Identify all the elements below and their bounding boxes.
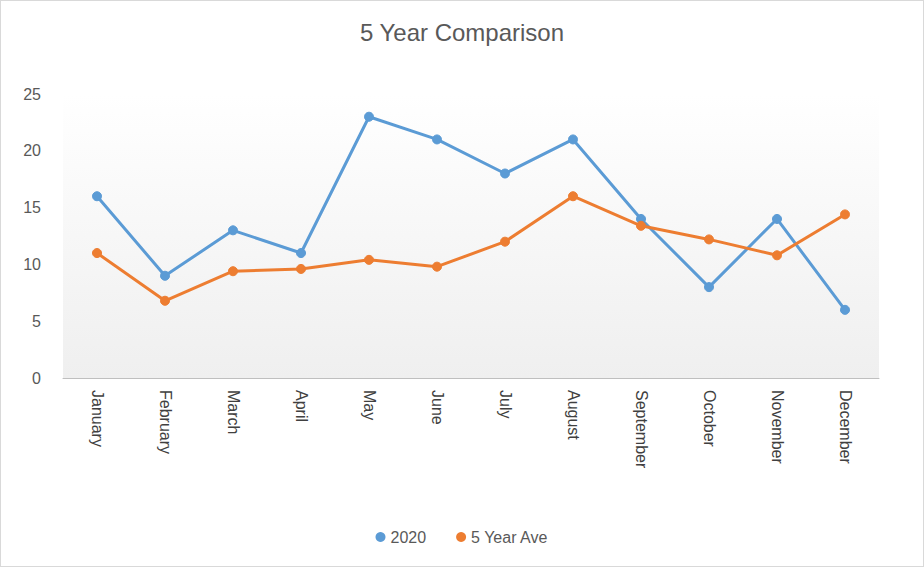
svg-text:March: March xyxy=(225,390,242,434)
svg-text:January: January xyxy=(89,390,106,447)
svg-text:15: 15 xyxy=(23,199,41,216)
svg-text:0: 0 xyxy=(32,370,41,387)
svg-text:June: June xyxy=(429,390,446,425)
svg-text:5: 5 xyxy=(32,313,41,330)
svg-text:July: July xyxy=(497,390,514,418)
svg-text:November: November xyxy=(769,390,786,464)
svg-text:5 Year Comparison: 5 Year Comparison xyxy=(360,19,564,46)
svg-text:December: December xyxy=(837,390,854,464)
svg-text:February: February xyxy=(157,390,174,454)
svg-text:May: May xyxy=(361,390,378,420)
svg-text:25: 25 xyxy=(23,86,41,103)
svg-text:September: September xyxy=(633,390,650,469)
svg-text:2020: 2020 xyxy=(391,529,427,546)
svg-text:August: August xyxy=(565,390,582,440)
svg-text:October: October xyxy=(701,390,718,448)
svg-text:5 Year Ave: 5 Year Ave xyxy=(471,529,547,546)
svg-text:10: 10 xyxy=(23,256,41,273)
svg-text:20: 20 xyxy=(23,142,41,159)
svg-text:April: April xyxy=(293,390,310,422)
